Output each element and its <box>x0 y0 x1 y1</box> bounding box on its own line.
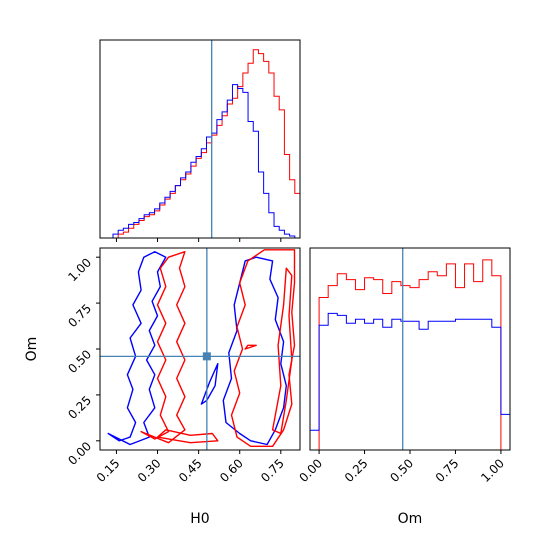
y-axis-label-om: Om <box>24 337 40 362</box>
contour-line-5 <box>230 249 296 447</box>
contour-line-7 <box>244 344 257 350</box>
om-x-tick-label: 0.00 <box>296 456 325 485</box>
contour-line-0 <box>107 251 167 446</box>
contour-line-3 <box>140 251 186 444</box>
om-y-tick-label: 1.00 <box>65 255 94 284</box>
truth-point-marker <box>202 352 211 361</box>
om-x-tick-label: 0.75 <box>433 456 462 485</box>
om-x-tick-label: 0.50 <box>387 456 416 485</box>
om-x-tick-label: 1.00 <box>478 456 507 485</box>
h0-histogram-series-1 <box>107 84 300 239</box>
h0-x-tick-label: 0.75 <box>258 456 287 485</box>
om-y-tick-label: 0.00 <box>65 439 94 468</box>
om-y-tick-label: 0.75 <box>65 301 94 330</box>
om-y-tick-label: 0.25 <box>65 393 94 422</box>
contour-line-1 <box>222 256 287 446</box>
contour-line-2 <box>200 363 219 405</box>
om-histogram-series-0 <box>310 259 502 450</box>
x-axis-label-h0: H0 <box>190 511 209 527</box>
h0-x-tick-label: 0.30 <box>135 456 164 485</box>
om-x-tick-label: 0.25 <box>342 456 371 485</box>
h0-x-tick-label: 0.60 <box>217 456 246 485</box>
x-axis-label-om: Om <box>398 511 423 527</box>
om-histogram-series-1 <box>310 312 510 450</box>
h0-x-tick-label: 0.45 <box>176 456 205 485</box>
om-marginal-frame <box>309 247 511 451</box>
h0-histogram-series-0 <box>107 49 301 239</box>
joint-contour-panel: 0.15 0.30 0.45 0.60 0.75 0.00 0.25 0.50 0.75 1.0… <box>24 247 301 527</box>
h0-marginal-panel <box>99 39 301 242</box>
om-y-tick-label: 0.50 <box>65 347 94 376</box>
contour-line-6 <box>271 267 293 435</box>
om-marginal-panel: 0.00 0.25 0.50 0.75 1.00 Om <box>296 247 511 527</box>
h0-marginal-frame <box>99 39 301 239</box>
h0-x-tick-label: 0.15 <box>94 456 123 485</box>
contour-line-4 <box>156 429 219 444</box>
